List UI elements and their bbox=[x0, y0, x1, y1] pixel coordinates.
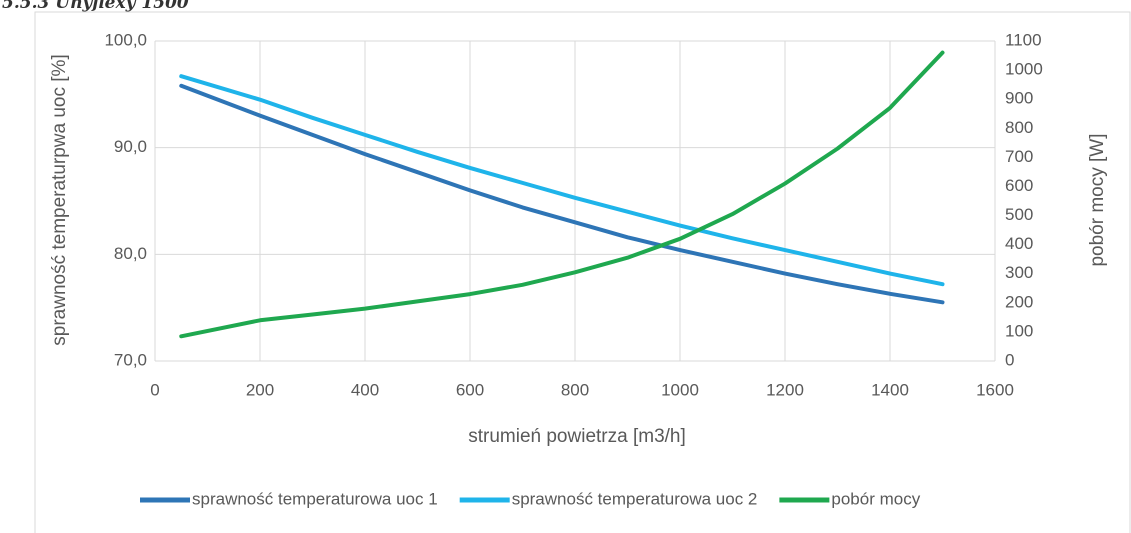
x-tick-label: 1600 bbox=[976, 380, 1014, 399]
y2-tick-label: 700 bbox=[1005, 147, 1033, 166]
y-axis-title: sprawność temperaturpwa uoc [%] bbox=[49, 54, 70, 345]
series-line bbox=[179, 74, 945, 287]
legend-label: pobór mocy bbox=[831, 489, 920, 508]
x-tick-label: 1400 bbox=[871, 380, 909, 399]
series-line bbox=[179, 83, 945, 305]
x-tick-label: 1000 bbox=[661, 380, 699, 399]
x-tick-label: 1200 bbox=[766, 380, 804, 399]
series-line bbox=[179, 50, 945, 339]
y-tick-label: 70,0 bbox=[114, 350, 147, 369]
y2-tick-label: 500 bbox=[1005, 205, 1033, 224]
y2-tick-label: 1000 bbox=[1005, 60, 1043, 79]
x-tick-label: 600 bbox=[456, 380, 484, 399]
y-tick-label: 90,0 bbox=[114, 137, 147, 156]
y2-tick-label: 0 bbox=[1005, 350, 1014, 369]
y-tick-label: 80,0 bbox=[114, 244, 147, 263]
x-tick-label: 0 bbox=[150, 380, 159, 399]
x-tick-label: 800 bbox=[561, 380, 589, 399]
y2-tick-label: 100 bbox=[1005, 321, 1033, 340]
legend-label: sprawność temperaturowa uoc 2 bbox=[512, 489, 758, 508]
heading: 5.5.3 Unyflexy 1500 bbox=[2, 0, 189, 13]
legend-label: sprawność temperaturowa uoc 1 bbox=[192, 489, 438, 508]
chart-frame bbox=[34, 11, 1131, 533]
y2-tick-label: 1100 bbox=[1005, 30, 1042, 49]
y2-tick-label: 800 bbox=[1005, 118, 1033, 137]
x-axis-title: strumień powietrza [m3/h] bbox=[468, 426, 686, 447]
y2-axis-title: pobór mocy [W] bbox=[1087, 133, 1108, 266]
x-tick-label: 200 bbox=[246, 380, 274, 399]
y2-tick-label: 300 bbox=[1005, 263, 1033, 282]
y2-tick-label: 400 bbox=[1005, 234, 1033, 253]
y2-tick-label: 900 bbox=[1005, 89, 1033, 108]
y-tick-label: 100,0 bbox=[104, 30, 147, 49]
y2-tick-label: 200 bbox=[1005, 292, 1033, 311]
y2-tick-label: 600 bbox=[1005, 176, 1033, 195]
x-tick-label: 400 bbox=[351, 380, 379, 399]
